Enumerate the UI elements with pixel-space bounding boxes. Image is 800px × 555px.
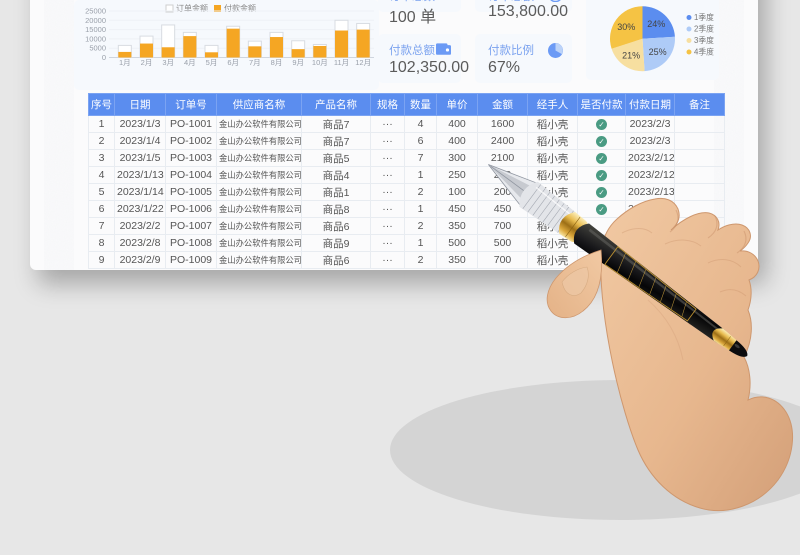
svg-text:1季度: 1季度 bbox=[694, 12, 714, 22]
svg-text:8月: 8月 bbox=[271, 58, 283, 67]
svg-text:12月: 12月 bbox=[355, 58, 371, 67]
svg-text:24%: 24% bbox=[647, 19, 665, 29]
svg-text:4季度: 4季度 bbox=[694, 47, 714, 57]
svg-text:4月: 4月 bbox=[184, 58, 196, 67]
svg-text:2月: 2月 bbox=[141, 58, 153, 67]
svg-text:6月: 6月 bbox=[227, 58, 239, 67]
svg-text:25%: 25% bbox=[649, 47, 667, 57]
svg-text:2季度: 2季度 bbox=[694, 24, 714, 34]
svg-text:20000: 20000 bbox=[85, 16, 106, 25]
svg-text:0: 0 bbox=[102, 53, 106, 62]
svg-text:10000: 10000 bbox=[85, 34, 106, 43]
svg-text:3季度: 3季度 bbox=[694, 35, 714, 45]
svg-text:10月: 10月 bbox=[312, 58, 328, 67]
svg-text:3月: 3月 bbox=[162, 58, 174, 67]
svg-text:11月: 11月 bbox=[334, 58, 349, 67]
svg-text:25000: 25000 bbox=[85, 7, 106, 16]
svg-text:7月: 7月 bbox=[249, 58, 261, 67]
svg-text:30%: 30% bbox=[617, 22, 635, 32]
svg-text:9月: 9月 bbox=[292, 58, 304, 67]
svg-text:5月: 5月 bbox=[206, 58, 218, 67]
svg-text:1月: 1月 bbox=[119, 58, 131, 67]
svg-text:15000: 15000 bbox=[85, 25, 106, 34]
svg-text:21%: 21% bbox=[622, 50, 640, 60]
svg-text:5000: 5000 bbox=[89, 44, 106, 53]
